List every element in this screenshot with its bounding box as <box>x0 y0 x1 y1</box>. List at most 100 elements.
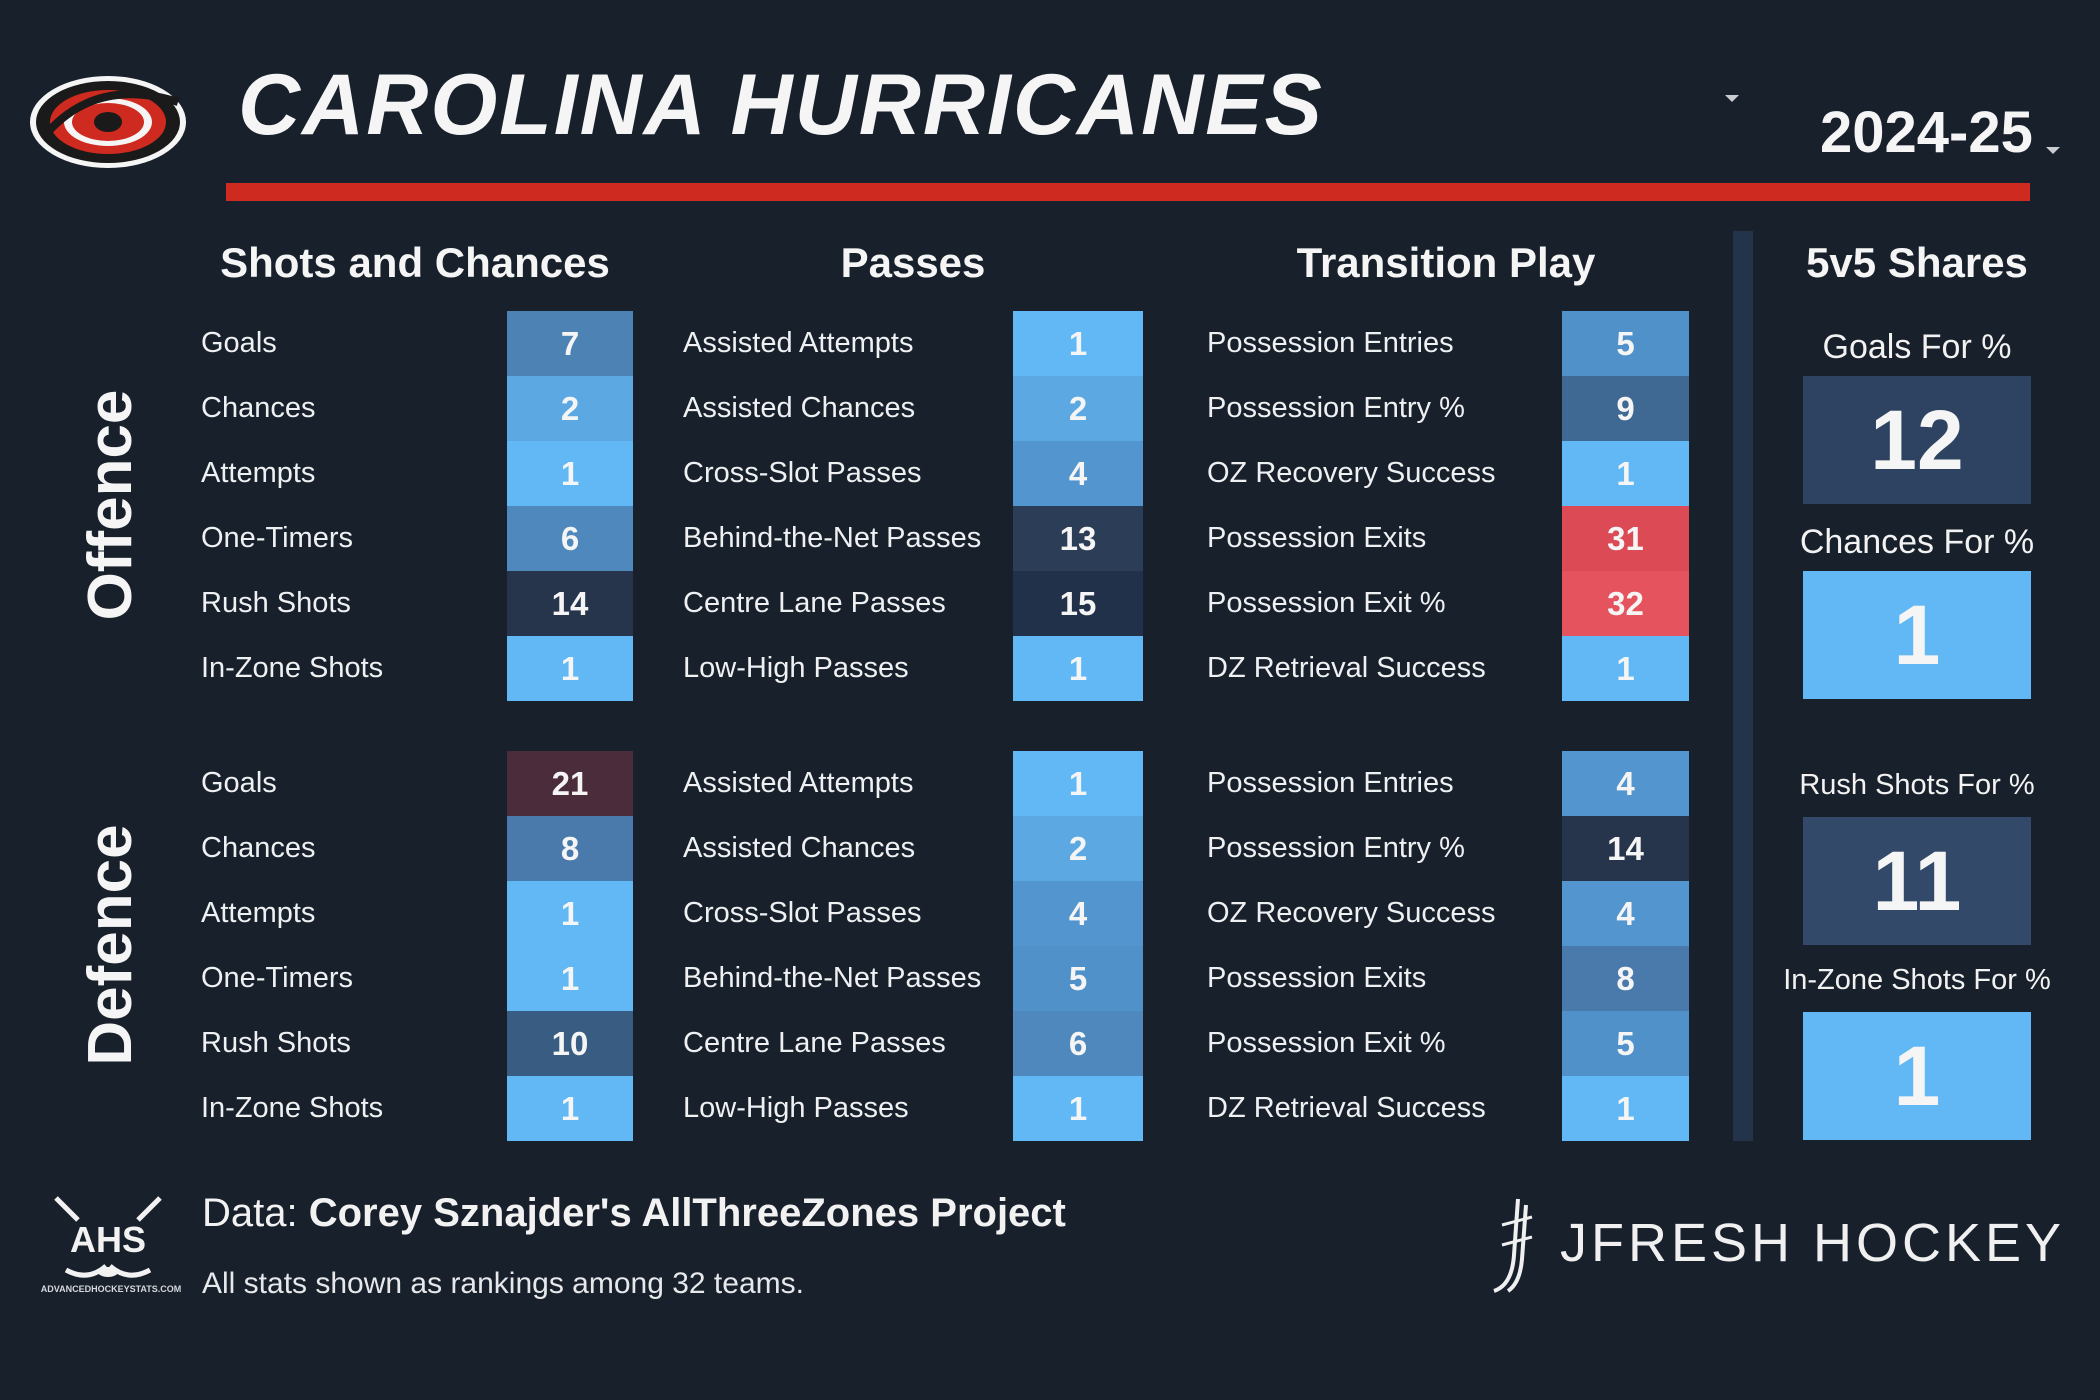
offence-transition-rank-box: 5 <box>1562 311 1689 376</box>
offence-transition-label: OZ Recovery Success <box>1207 457 1496 489</box>
offence-passes-label: Cross-Slot Passes <box>683 457 922 489</box>
offence-passes-rank-box: 2 <box>1013 376 1143 441</box>
season-selector[interactable]: 2024-25 <box>1820 100 2033 165</box>
offence-passes-rank-box: 15 <box>1013 571 1143 636</box>
share-rank-box: 1 <box>1803 571 2031 699</box>
defence-passes-rank-box: 4 <box>1013 881 1143 946</box>
section-header-shares: 5v5 Shares <box>1806 239 2028 286</box>
defence-shots-label: In-Zone Shots <box>201 1092 384 1124</box>
offence-transition-label: DZ Retrieval Success <box>1207 652 1486 684</box>
offence-label: Offence <box>76 389 145 621</box>
defence-label: Defence <box>76 824 145 1066</box>
offence-shots-label: Attempts <box>201 457 316 489</box>
offence-shots-label: One-Timers <box>201 522 353 554</box>
defence-transition-label: DZ Retrieval Success <box>1207 1092 1486 1124</box>
offence-shots-label: Chances <box>201 392 316 424</box>
rankings-note: All stats shown as rankings among 32 tea… <box>202 1267 804 1300</box>
defence-transition-label: OZ Recovery Success <box>1207 897 1496 929</box>
defence-shots-label: Attempts <box>201 897 316 929</box>
offence-transition-rank-box: 32 <box>1562 571 1689 636</box>
share-label: Chances For % <box>1799 523 2035 561</box>
offence-passes-rank-box: 1 <box>1013 311 1143 376</box>
defence-shots-label: One-Timers <box>201 962 353 994</box>
offence-transition-label: Possession Exits <box>1207 522 1427 554</box>
section-header-passes: Passes <box>840 239 986 286</box>
defence-shots-rank-box: 1 <box>507 946 633 1011</box>
offence-shots-rank-box: 1 <box>507 636 633 701</box>
offence-transition-label: Possession Entry % <box>1207 392 1465 424</box>
offence-shots-rank-box: 7 <box>507 311 633 376</box>
data-source-line: Data: Corey Sznajder's AllThreeZones Pro… <box>202 1185 1066 1241</box>
defence-passes-rank-box: 6 <box>1013 1011 1143 1076</box>
offence-shots-rank-box: 2 <box>507 376 633 441</box>
data-source: Corey Sznajder's AllThreeZones Project <box>308 1191 1066 1235</box>
offence-passes-label: Assisted Attempts <box>683 327 914 359</box>
defence-shots-rank-box: 21 <box>507 751 633 816</box>
defence-passes-label: Low-High Passes <box>683 1092 909 1124</box>
defence-passes-label: Assisted Chances <box>683 832 916 864</box>
offence-passes-label: Low-High Passes <box>683 652 909 684</box>
offence-shots-rank-box: 14 <box>507 571 633 636</box>
offence-shots-label: Rush Shots <box>201 587 351 619</box>
offence-passes-rank-box: 4 <box>1013 441 1143 506</box>
defence-transition-rank-box: 8 <box>1562 946 1689 1011</box>
section-divider <box>1733 231 1753 1141</box>
data-prefix: Data: <box>202 1191 309 1235</box>
defence-transition-rank-box: 1 <box>1562 1076 1689 1141</box>
share-label: In-Zone Shots For % <box>1783 964 2051 996</box>
defence-shots-rank-box: 1 <box>507 1076 633 1141</box>
jfresh-hockey-brand: JFRESH HOCKEY <box>1560 1213 2066 1273</box>
defence-passes-label: Assisted Attempts <box>683 767 914 799</box>
header-accent-bar <box>226 183 2030 201</box>
hurricanes-logo-icon <box>30 76 186 168</box>
share-rank-box: 12 <box>1803 376 2031 504</box>
defence-passes-rank-box: 1 <box>1013 1076 1143 1141</box>
offence-transition-rank-box: 9 <box>1562 376 1689 441</box>
ahs-url[interactable]: ADVANCEDHOCKEYSTATS.COM <box>40 1284 182 1294</box>
defence-shots-rank-box: 1 <box>507 881 633 946</box>
defence-shots-label: Goals <box>201 767 277 799</box>
section-header-transition: Transition Play <box>1296 239 1596 286</box>
defence-passes-label: Cross-Slot Passes <box>683 897 922 929</box>
team-title: CAROLINA HURRICANES <box>238 57 1324 153</box>
defence-transition-label: Possession Exits <box>1207 962 1427 994</box>
offence-passes-label: Centre Lane Passes <box>683 587 946 619</box>
defence-passes-rank-box: 1 <box>1013 751 1143 816</box>
defence-transition-rank-box: 14 <box>1562 816 1689 881</box>
offence-passes-rank-box: 13 <box>1013 506 1143 571</box>
offence-transition-rank-box: 31 <box>1562 506 1689 571</box>
offence-transition-rank-box: 1 <box>1562 441 1689 506</box>
offence-shots-rank-box: 6 <box>507 506 633 571</box>
section-header-shots: Shots and Chances <box>220 239 610 286</box>
defence-transition-label: Possession Entries <box>1207 767 1454 799</box>
share-label: Rush Shots For % <box>1799 769 2035 801</box>
defence-transition-rank-box: 4 <box>1562 881 1689 946</box>
share-label: Goals For % <box>1822 328 2012 366</box>
defence-passes-rank-box: 2 <box>1013 816 1143 881</box>
offence-passes-label: Behind-the-Net Passes <box>683 522 982 554</box>
defence-shots-label: Chances <box>201 832 316 864</box>
defence-transition-rank-box: 4 <box>1562 751 1689 816</box>
share-rank-box: 1 <box>1803 1012 2031 1140</box>
ahs-logo-icon: AHS <box>54 1196 162 1278</box>
offence-transition-label: Possession Exit % <box>1207 587 1446 619</box>
offence-passes-rank-box: 1 <box>1013 636 1143 701</box>
offence-shots-label: Goals <box>201 327 277 359</box>
offence-shots-rank-box: 1 <box>507 441 633 506</box>
defence-transition-label: Possession Entry % <box>1207 832 1465 864</box>
defence-passes-label: Behind-the-Net Passes <box>683 962 982 994</box>
ahs-logo-text: AHS <box>70 1219 146 1260</box>
team-dropdown-caret-icon[interactable] <box>1725 95 1739 102</box>
defence-transition-label: Possession Exit % <box>1207 1027 1446 1059</box>
share-rank-box: 11 <box>1803 817 2031 945</box>
season-dropdown-caret-icon[interactable] <box>2046 147 2060 154</box>
defence-shots-rank-box: 8 <box>507 816 633 881</box>
offence-passes-label: Assisted Chances <box>683 392 916 424</box>
offence-transition-label: Possession Entries <box>1207 327 1454 359</box>
defence-shots-label: Rush Shots <box>201 1027 351 1059</box>
jfresh-stick-icon <box>1493 1198 1533 1293</box>
defence-passes-label: Centre Lane Passes <box>683 1027 946 1059</box>
defence-shots-rank-box: 10 <box>507 1011 633 1076</box>
defence-transition-rank-box: 5 <box>1562 1011 1689 1076</box>
offence-shots-label: In-Zone Shots <box>201 652 384 684</box>
